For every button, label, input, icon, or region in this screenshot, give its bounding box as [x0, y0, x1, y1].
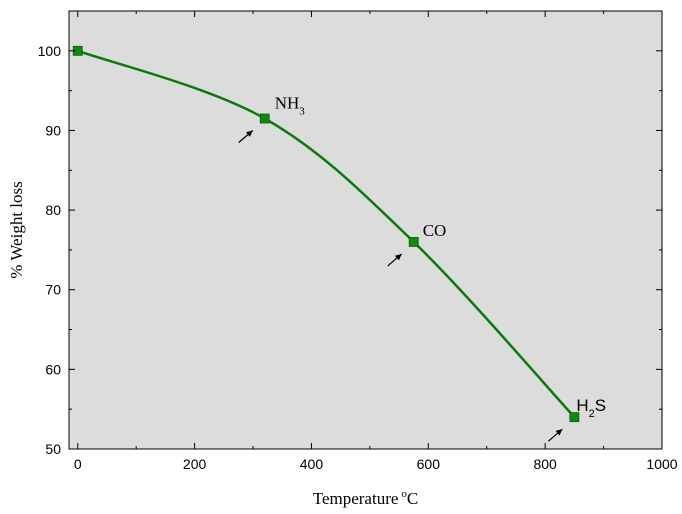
x-axis-title-text: Temperature: [313, 489, 399, 508]
y-tick-label: 60: [45, 361, 61, 377]
annotation-label-text: NH: [275, 94, 300, 113]
y-tick-label: 100: [38, 43, 62, 59]
x-axis-title: Temperature oC: [313, 488, 419, 508]
annotation-label: CO: [423, 221, 447, 240]
x-tick-label: 0: [74, 456, 82, 472]
annotation-arrow-head: [394, 253, 402, 261]
y-tick-label: 70: [45, 282, 61, 298]
curve-layer: [77, 49, 576, 418]
y-tick-label: 80: [45, 202, 61, 218]
x-tick-label: 1000: [646, 456, 677, 472]
data-point-marker: [569, 412, 580, 423]
x-tick-label: 200: [183, 456, 207, 472]
x-tick-label: 400: [300, 456, 324, 472]
x-axis-title-superscript: o: [401, 488, 407, 500]
annotation-label: NH3: [275, 94, 306, 118]
annotation-label: H2S: [576, 396, 606, 420]
y-tick-label: 50: [45, 441, 61, 457]
marker-layer: [72, 45, 580, 423]
annotation-label-subscript: 2: [589, 408, 595, 420]
weight-loss-curve: [77, 49, 576, 418]
annotation-label-text: CO: [423, 221, 447, 240]
x-axis-title-unit: C: [407, 489, 418, 508]
x-tick-label: 800: [533, 456, 557, 472]
axis-layer: 0 200 400 600 800 1000 50 60 70 80 90 100: [38, 11, 678, 472]
annotation-layer: NH3 CO H2S: [238, 94, 606, 442]
annotation-arrow-head: [555, 429, 563, 436]
data-point-marker: [259, 113, 270, 124]
y-tick-label: 90: [45, 122, 61, 138]
annotation-label-subscript: 3: [299, 106, 305, 118]
x-tick-label: 600: [417, 456, 441, 472]
data-point-marker: [408, 237, 419, 247]
plot-area: [68, 10, 663, 450]
annotation-label-text: H: [576, 396, 588, 415]
y-axis-title: % Weight loss: [7, 181, 26, 278]
annotation-arrow-head: [245, 130, 253, 137]
annotation-label-tail: S: [595, 396, 606, 415]
